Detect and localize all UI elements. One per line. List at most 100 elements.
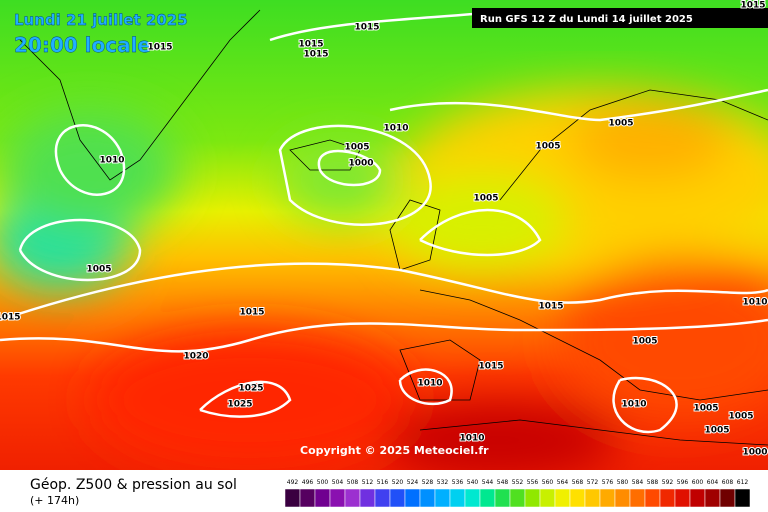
scale-label: 512 bbox=[362, 479, 374, 486]
scale-swatch bbox=[539, 488, 556, 508]
isobar-label: 1005 bbox=[344, 143, 369, 153]
scale-swatch bbox=[464, 488, 481, 508]
scale-label: 516 bbox=[377, 479, 389, 486]
scale-label: 600 bbox=[692, 479, 704, 486]
scale-label: 572 bbox=[587, 479, 599, 486]
forecast-time: 20:00 locale bbox=[14, 33, 151, 57]
scale-label: 496 bbox=[302, 479, 314, 486]
footer-title: Géop. Z500 & pression au sol bbox=[30, 477, 237, 493]
isobar-label: 1005 bbox=[86, 265, 111, 275]
scale-label: 584 bbox=[632, 479, 644, 486]
scale-label: 528 bbox=[422, 479, 434, 486]
scale-swatch bbox=[389, 488, 406, 508]
scale-label: 612 bbox=[737, 479, 749, 486]
scale-label: 548 bbox=[497, 479, 509, 486]
scale-swatch bbox=[299, 488, 316, 508]
isobar-label: 1000 bbox=[348, 159, 373, 169]
isobar-label: 1005 bbox=[693, 404, 718, 414]
isobar-label: 1005 bbox=[608, 119, 633, 129]
run-info: Run GFS 12 Z du Lundi 14 juillet 2025 bbox=[480, 14, 693, 25]
scale-swatch bbox=[584, 488, 601, 508]
scale-label: 560 bbox=[542, 479, 554, 486]
isobar-label: 1015 bbox=[303, 50, 328, 60]
coastlines bbox=[19, 9, 768, 446]
scale-swatch bbox=[329, 488, 346, 508]
scale-swatch bbox=[674, 488, 691, 508]
scale-label: 540 bbox=[467, 479, 479, 486]
footer-subtitle: (+ 174h) bbox=[30, 494, 79, 507]
isobar-label: 1005 bbox=[473, 194, 498, 204]
scale-label: 604 bbox=[707, 479, 719, 486]
isobar-label: 1010 bbox=[742, 298, 767, 308]
run-banner bbox=[472, 8, 768, 28]
isobar-label: 1000 bbox=[742, 448, 767, 458]
scale-swatch bbox=[554, 488, 571, 508]
scale-swatch bbox=[659, 488, 676, 508]
isobar-label: 1005 bbox=[632, 337, 657, 347]
isobar-label: 1010 bbox=[459, 434, 484, 444]
scale-swatch bbox=[479, 488, 496, 508]
scale-label: 596 bbox=[677, 479, 689, 486]
scale-label: 564 bbox=[557, 479, 569, 486]
scale-label: 536 bbox=[452, 479, 464, 486]
scale-swatch bbox=[284, 488, 301, 508]
scale-swatch bbox=[314, 488, 331, 508]
isobar-label: 1010 bbox=[417, 379, 442, 389]
forecast-date: Lundi 21 juillet 2025 bbox=[14, 11, 188, 29]
isobar-label: 1010 bbox=[99, 156, 124, 166]
isobar-label: 1005 bbox=[535, 142, 560, 152]
scale-label: 552 bbox=[512, 479, 524, 486]
isobar-label: 1025 bbox=[227, 400, 252, 410]
scale-label: 524 bbox=[407, 479, 419, 486]
scale-label: 608 bbox=[722, 479, 734, 486]
scale-swatch bbox=[344, 488, 361, 508]
isobar-label: 1015 bbox=[0, 313, 21, 323]
scale-label: 544 bbox=[482, 479, 494, 486]
isobar-label: 1010 bbox=[621, 400, 646, 410]
isobar-label: 1015 bbox=[478, 362, 503, 372]
scale-label: 492 bbox=[287, 479, 299, 486]
scale-swatch bbox=[509, 488, 526, 508]
scale-swatch bbox=[419, 488, 436, 508]
isobars bbox=[0, 8, 768, 434]
isobar-label: 1015 bbox=[147, 43, 172, 53]
scale-swatch bbox=[704, 488, 721, 508]
scale-swatch bbox=[524, 488, 541, 508]
scale-label: 580 bbox=[617, 479, 629, 486]
scale-label: 588 bbox=[647, 479, 659, 486]
scale-swatch bbox=[734, 488, 751, 508]
scale-label: 520 bbox=[392, 479, 404, 486]
isobar-label: 1005 bbox=[704, 426, 729, 436]
scale-label: 576 bbox=[602, 479, 614, 486]
scale-label: 508 bbox=[347, 479, 359, 486]
scale-label: 504 bbox=[332, 479, 344, 486]
isobar-label: 1015 bbox=[239, 308, 264, 318]
scale-swatch bbox=[689, 488, 706, 508]
scale-swatch bbox=[644, 488, 661, 508]
scale-swatch bbox=[569, 488, 586, 508]
scale-label: 556 bbox=[527, 479, 539, 486]
scale-swatch bbox=[629, 488, 646, 508]
scale-swatch bbox=[494, 488, 511, 508]
isobar-label: 1015 bbox=[354, 23, 379, 33]
isobar-label: 1025 bbox=[238, 384, 263, 394]
isobar-label: 1020 bbox=[183, 352, 208, 362]
scale-label: 592 bbox=[662, 479, 674, 486]
scale-swatch bbox=[719, 488, 736, 508]
scale-swatch bbox=[434, 488, 451, 508]
isobar-label: 1005 bbox=[728, 412, 753, 422]
scale-swatch bbox=[404, 488, 421, 508]
scale-swatch bbox=[374, 488, 391, 508]
isobar-label: 1010 bbox=[383, 124, 408, 134]
copyright: Copyright © 2025 Meteociel.fr bbox=[300, 444, 489, 457]
scale-label: 532 bbox=[437, 479, 449, 486]
scale-swatch bbox=[614, 488, 631, 508]
isobar-label: 1015 bbox=[298, 40, 323, 50]
scale-swatch bbox=[359, 488, 376, 508]
scale-swatch bbox=[599, 488, 616, 508]
field-shading bbox=[0, 90, 768, 480]
scale-label: 568 bbox=[572, 479, 584, 486]
scale-label: 500 bbox=[317, 479, 329, 486]
isobar-label: 1015 bbox=[740, 1, 765, 11]
